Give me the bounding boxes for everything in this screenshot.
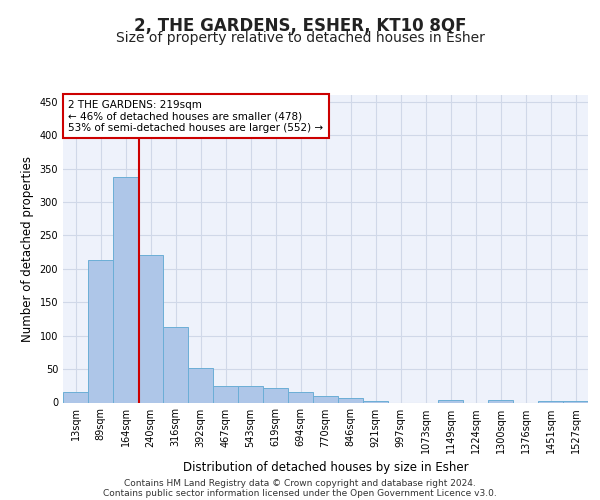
Bar bbox=[88, 260, 113, 402]
Bar bbox=[163, 327, 188, 402]
Text: Size of property relative to detached houses in Esher: Size of property relative to detached ho… bbox=[116, 31, 484, 45]
Bar bbox=[288, 392, 313, 402]
Bar bbox=[113, 176, 138, 402]
Bar bbox=[263, 388, 288, 402]
Bar bbox=[138, 256, 163, 402]
Bar bbox=[438, 400, 463, 402]
Y-axis label: Number of detached properties: Number of detached properties bbox=[21, 156, 34, 342]
Bar bbox=[313, 396, 338, 402]
Bar bbox=[188, 368, 213, 402]
Text: 2 THE GARDENS: 219sqm
← 46% of detached houses are smaller (478)
53% of semi-det: 2 THE GARDENS: 219sqm ← 46% of detached … bbox=[68, 100, 323, 133]
Bar bbox=[538, 401, 563, 402]
Text: Contains public sector information licensed under the Open Government Licence v3: Contains public sector information licen… bbox=[103, 488, 497, 498]
X-axis label: Distribution of detached houses by size in Esher: Distribution of detached houses by size … bbox=[182, 462, 469, 474]
Text: Contains HM Land Registry data © Crown copyright and database right 2024.: Contains HM Land Registry data © Crown c… bbox=[124, 478, 476, 488]
Bar bbox=[488, 400, 513, 402]
Bar bbox=[213, 386, 238, 402]
Bar bbox=[563, 401, 588, 402]
Bar bbox=[363, 401, 388, 402]
Bar bbox=[63, 392, 88, 402]
Bar bbox=[338, 398, 363, 402]
Bar bbox=[238, 386, 263, 402]
Text: 2, THE GARDENS, ESHER, KT10 8QF: 2, THE GARDENS, ESHER, KT10 8QF bbox=[134, 18, 466, 36]
